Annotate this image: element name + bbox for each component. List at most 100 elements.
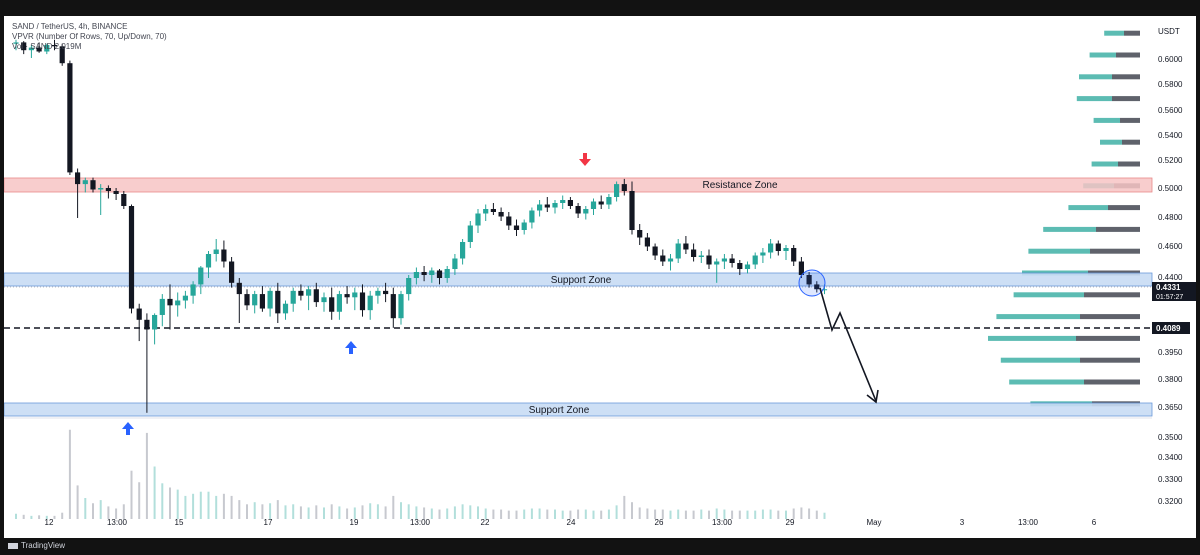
countdown-label: 01:57:27	[1156, 294, 1183, 301]
volume-bar	[392, 495, 395, 519]
profile-bar-up	[1009, 379, 1084, 385]
candle-body	[213, 249, 219, 254]
price-tick-label: 0.6000	[1158, 55, 1183, 64]
candle-body	[621, 184, 627, 191]
candle-body	[744, 264, 751, 269]
resistance-reject-arrow	[579, 153, 591, 166]
candle-body	[729, 258, 735, 263]
support-zone-upper-label: Support Zone	[551, 275, 612, 286]
candle-body	[298, 290, 304, 296]
volume-bar	[723, 509, 726, 519]
legend-symbol[interactable]: SAND / TetherUS, 4h, BINANCE	[12, 22, 128, 31]
time-tick-label: 26	[655, 518, 664, 527]
volume-profile	[988, 30, 1140, 407]
time-tick-label: 13:00	[1018, 518, 1039, 527]
volume-bar	[169, 487, 171, 519]
volume-bar	[400, 502, 402, 519]
annotations	[122, 153, 879, 435]
volume-bars	[15, 429, 826, 519]
volume-bar	[469, 505, 472, 519]
price-tick-label: 0.3800	[1158, 375, 1183, 384]
volume-bar	[677, 509, 680, 519]
tradingview-logo[interactable]: TradingView	[8, 541, 65, 550]
volume-bar	[353, 507, 356, 519]
profile-bar-up	[996, 314, 1080, 320]
price-tick-label: 0.4800	[1158, 213, 1183, 222]
volume-bar	[600, 510, 603, 519]
profile-bar-up	[1068, 205, 1108, 211]
profile-bar-up	[1013, 292, 1084, 298]
candle-body	[537, 204, 543, 211]
price-tick-label: 0.5000	[1158, 184, 1183, 193]
candle-body	[159, 298, 165, 315]
volume-bar	[138, 482, 141, 519]
candle-body	[175, 300, 181, 306]
volume-bar	[115, 508, 118, 519]
candle-body	[598, 201, 604, 205]
price-tick-label: 0.4400	[1158, 273, 1183, 282]
candle-body	[282, 303, 289, 314]
candle-body	[267, 290, 273, 309]
volume-bar	[500, 509, 503, 519]
price-tick-label: 0.3650	[1158, 403, 1183, 412]
volume-bar	[15, 513, 17, 519]
candle-body	[821, 289, 828, 291]
profile-bar-up	[1091, 161, 1118, 167]
volume-bar	[792, 508, 795, 519]
candle-body	[629, 191, 635, 230]
candle-body	[390, 294, 396, 319]
volume-bar	[369, 503, 372, 519]
candle-body	[306, 289, 312, 296]
candle-body	[614, 184, 620, 197]
candle-body	[113, 191, 119, 194]
candle-body	[791, 248, 797, 262]
legend-vpvr[interactable]: VPVR (Number Of Rows, 70, Up/Down, 70)	[12, 32, 167, 41]
price-tick-label: 0.5600	[1158, 106, 1183, 115]
candle-body	[21, 42, 27, 51]
support-zone-lower-label: Support Zone	[529, 405, 590, 416]
time-tick-label: May	[866, 518, 881, 527]
volume-bar	[692, 510, 695, 519]
candle-body	[75, 172, 81, 185]
volume-bar	[646, 508, 649, 519]
candle-body	[344, 294, 350, 298]
volume-bar	[577, 509, 580, 519]
candle-body	[452, 258, 458, 269]
volume-bar	[453, 506, 456, 519]
volume-bar	[238, 500, 241, 519]
candle-body	[567, 200, 573, 206]
volume-bar	[230, 495, 233, 519]
volume-bar	[22, 514, 25, 519]
candle-body	[637, 230, 643, 238]
candle-body	[660, 255, 666, 262]
volume-bar	[708, 510, 710, 519]
time-tick-label: 13:00	[410, 518, 431, 527]
candle-body	[590, 201, 597, 209]
tradingview-logo-text: TradingView	[21, 541, 66, 550]
volume-bar	[746, 510, 749, 519]
candle-body	[714, 261, 720, 265]
currency-label: USDT	[1158, 27, 1180, 36]
candle-body	[44, 45, 50, 52]
profile-bar-up	[1089, 52, 1116, 58]
volume-bar	[184, 495, 187, 519]
candle-body	[552, 203, 558, 208]
profile-bar-down	[1080, 357, 1140, 363]
volume-bar	[715, 508, 718, 519]
volume-bar	[484, 508, 487, 519]
volume-bar	[777, 510, 780, 519]
candle-body	[51, 45, 58, 47]
candle-body	[560, 200, 566, 203]
volume-bar	[623, 495, 626, 519]
profile-bar-down	[1118, 161, 1140, 167]
candle-body	[691, 249, 697, 257]
volume-bar	[84, 498, 87, 519]
price-tick-label: 0.5800	[1158, 80, 1183, 89]
volume-bar	[361, 505, 364, 519]
volume-bar	[161, 483, 164, 519]
candle-body	[768, 243, 774, 253]
resistance-zone-label: Resistance Zone	[702, 180, 777, 191]
volume-bar	[700, 509, 703, 519]
legend-volume[interactable]: Vol · SAND 2.019M	[12, 42, 82, 51]
